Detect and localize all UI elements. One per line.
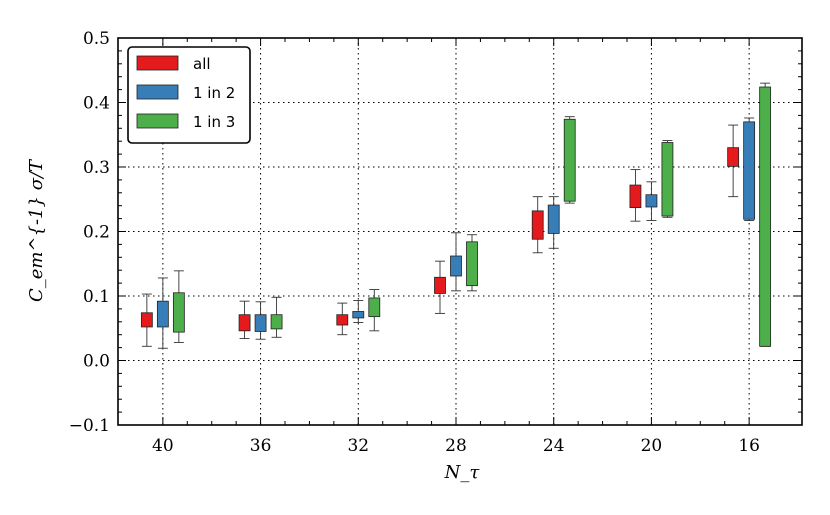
box-1-in-3-20 bbox=[661, 140, 674, 218]
grid-lines bbox=[118, 38, 802, 425]
box-rect bbox=[450, 255, 462, 277]
box-all-36 bbox=[238, 300, 251, 340]
box-all-16 bbox=[727, 124, 740, 198]
x-tick-label: 28 bbox=[445, 436, 467, 456]
y-tick-label: 0.1 bbox=[83, 287, 110, 307]
box-all-24 bbox=[531, 196, 544, 254]
box-all-20 bbox=[629, 169, 642, 222]
y-tick-label: 0.5 bbox=[83, 29, 110, 49]
y-tick-label: 0.0 bbox=[83, 352, 110, 372]
x-axis-title: N_τ bbox=[444, 462, 481, 483]
legend-label: 1 in 3 bbox=[193, 113, 235, 131]
box-rect bbox=[759, 86, 772, 347]
box-1-in-3-16 bbox=[759, 82, 772, 347]
box-1-in-2-24 bbox=[547, 196, 560, 249]
box-rect bbox=[563, 118, 576, 202]
x-tick-label: 24 bbox=[543, 436, 565, 456]
box-1-in-2-40 bbox=[156, 277, 169, 349]
box-rect bbox=[270, 314, 283, 330]
box-rect bbox=[547, 204, 560, 234]
box-rect bbox=[743, 121, 756, 220]
y-tick-label: −0.1 bbox=[69, 416, 110, 436]
box-1-in-3-40 bbox=[172, 270, 185, 343]
box-1-in-3-28 bbox=[466, 234, 478, 292]
y-tick-label: 0.4 bbox=[83, 94, 110, 114]
y-tick-label: 0.2 bbox=[83, 223, 110, 243]
box-1-in-2-36 bbox=[254, 301, 267, 340]
box-rect bbox=[336, 314, 349, 326]
box-rect bbox=[368, 297, 381, 318]
box-all-32 bbox=[336, 302, 349, 336]
box-rect bbox=[238, 314, 251, 332]
box-rect bbox=[466, 241, 478, 287]
x-tick-label: 16 bbox=[738, 436, 760, 456]
legend-label: all bbox=[193, 55, 211, 73]
axis-ticks: −0.1 0.0 0.1 0.2 0.3 0.4 0.5 40 36 32 28 24 20 16 bbox=[69, 29, 802, 456]
box-rect bbox=[434, 276, 446, 294]
box-rect bbox=[531, 210, 544, 240]
box-all-40 bbox=[140, 293, 153, 347]
box-rect bbox=[352, 311, 365, 319]
x-tick-label: 36 bbox=[250, 436, 272, 456]
box-1-in-2-32 bbox=[352, 300, 365, 323]
x-tick-label: 20 bbox=[641, 436, 663, 456]
legend-swatch bbox=[136, 55, 179, 71]
x-tick-label: 32 bbox=[347, 436, 369, 456]
box-1-in-3-36 bbox=[270, 296, 283, 338]
box-1-in-3-32 bbox=[368, 289, 381, 332]
x-tick-label: 40 bbox=[152, 436, 174, 456]
legend-swatch bbox=[136, 113, 179, 129]
box-1-in-2-16 bbox=[743, 117, 756, 221]
legend-swatch bbox=[136, 84, 179, 100]
y-tick-label: 0.3 bbox=[83, 158, 110, 178]
box-1-in-2-28 bbox=[450, 232, 462, 292]
y-axis-title: C_em^{-1} σ/T bbox=[26, 158, 47, 302]
box-all-28 bbox=[434, 260, 446, 314]
box-rect bbox=[661, 142, 674, 217]
box-1-in-3-24 bbox=[563, 116, 576, 204]
box-rect bbox=[629, 184, 642, 209]
legend: all 1 in 2 1 in 3 bbox=[127, 46, 251, 144]
legend-label: 1 in 2 bbox=[193, 84, 235, 102]
box-rect bbox=[727, 147, 740, 167]
box-rect bbox=[645, 194, 658, 208]
box-layer bbox=[140, 82, 772, 349]
box-rect bbox=[140, 312, 153, 328]
box-1-in-2-20 bbox=[645, 181, 658, 221]
box-rect bbox=[156, 300, 169, 328]
box-rect bbox=[254, 314, 267, 332]
box-rect bbox=[172, 292, 185, 333]
